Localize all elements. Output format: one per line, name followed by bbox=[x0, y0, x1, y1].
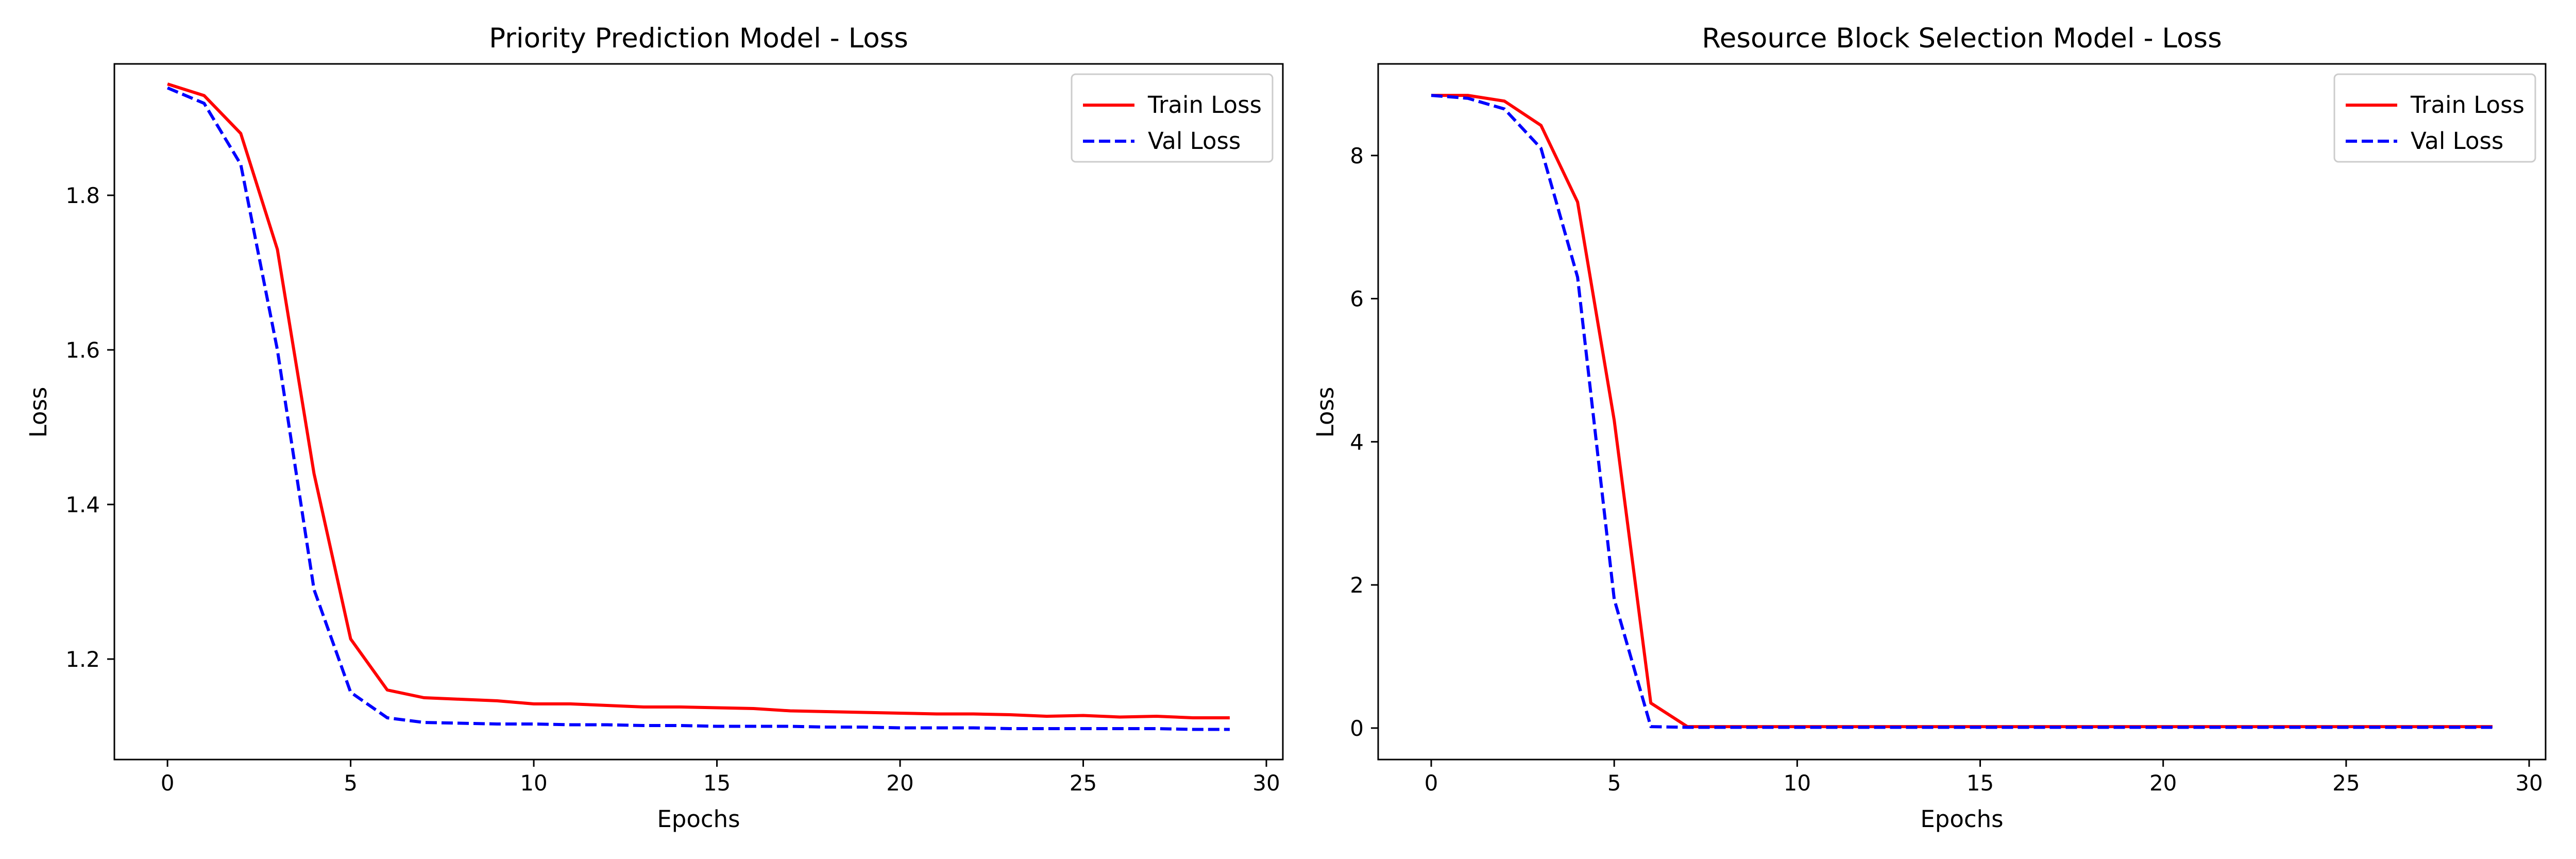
chart-title: Resource Block Selection Model - Loss bbox=[1702, 23, 2222, 54]
y-tick-label: 1.6 bbox=[65, 338, 100, 363]
legend: Train Loss Val Loss bbox=[1071, 73, 1274, 163]
x-tick-label: 25 bbox=[1070, 770, 1097, 796]
legend-label: Train Loss bbox=[1147, 91, 1262, 119]
x-tick-label: 30 bbox=[2515, 770, 2543, 796]
plot-area: 0 5 10 15 20 25 30 1.2 1.4 1.6 1.8 Train Loss Val Lo… bbox=[65, 63, 1284, 796]
chart-resource-block-selection: Resource Block Selection Model - Loss Ep… bbox=[1312, 23, 2547, 833]
chart-priority-prediction: Priority Prediction Model - Loss Epochs … bbox=[25, 23, 1284, 833]
x-tick-label: 20 bbox=[886, 770, 913, 796]
axes-frame bbox=[1377, 63, 2547, 761]
y-tick-label: 6 bbox=[1350, 287, 1364, 312]
legend-label: Val Loss bbox=[2411, 127, 2503, 155]
plot-area: 0 5 10 15 20 25 30 0 2 4 6 8 Train Loss Val Loss bbox=[1350, 63, 2547, 796]
y-axis-label: Loss bbox=[25, 387, 52, 438]
legend: Train Loss Val Loss bbox=[2333, 73, 2536, 163]
x-axis-label: Epochs bbox=[657, 805, 740, 833]
chart-title: Priority Prediction Model - Loss bbox=[489, 23, 908, 54]
series-line-val-loss bbox=[166, 86, 1230, 731]
y-tick-label: 2 bbox=[1350, 572, 1364, 598]
x-tick-label: 5 bbox=[344, 770, 358, 796]
y-tick-label: 1.2 bbox=[65, 647, 100, 672]
x-tick-label: 5 bbox=[1607, 770, 1621, 796]
y-axis-label: Loss bbox=[1312, 387, 1339, 438]
y-tick-label: 0 bbox=[1350, 716, 1364, 741]
series-line-val-loss bbox=[1431, 94, 2493, 729]
series-line-train-loss bbox=[167, 82, 1230, 719]
x-tick-label: 15 bbox=[1967, 770, 1994, 796]
legend-label: Val Loss bbox=[1148, 127, 1241, 155]
x-axis-label: Epochs bbox=[1920, 805, 2003, 833]
x-tick-label: 20 bbox=[2149, 770, 2177, 796]
legend-label: Train Loss bbox=[2410, 91, 2524, 119]
y-tick-label: 1.8 bbox=[65, 183, 100, 208]
x-tick-label: 10 bbox=[520, 770, 547, 796]
x-tick-label: 0 bbox=[161, 770, 175, 796]
x-tick-label: 15 bbox=[703, 770, 731, 796]
x-tick-label: 0 bbox=[1425, 770, 1438, 796]
x-tick-label: 25 bbox=[2332, 770, 2360, 796]
axes-frame bbox=[113, 63, 1284, 761]
x-tick-label: 10 bbox=[1784, 770, 1811, 796]
y-tick-label: 4 bbox=[1350, 429, 1364, 454]
y-tick-label: 1.4 bbox=[65, 492, 100, 517]
x-tick-label: 30 bbox=[1252, 770, 1280, 796]
y-tick-label: 8 bbox=[1350, 143, 1364, 169]
